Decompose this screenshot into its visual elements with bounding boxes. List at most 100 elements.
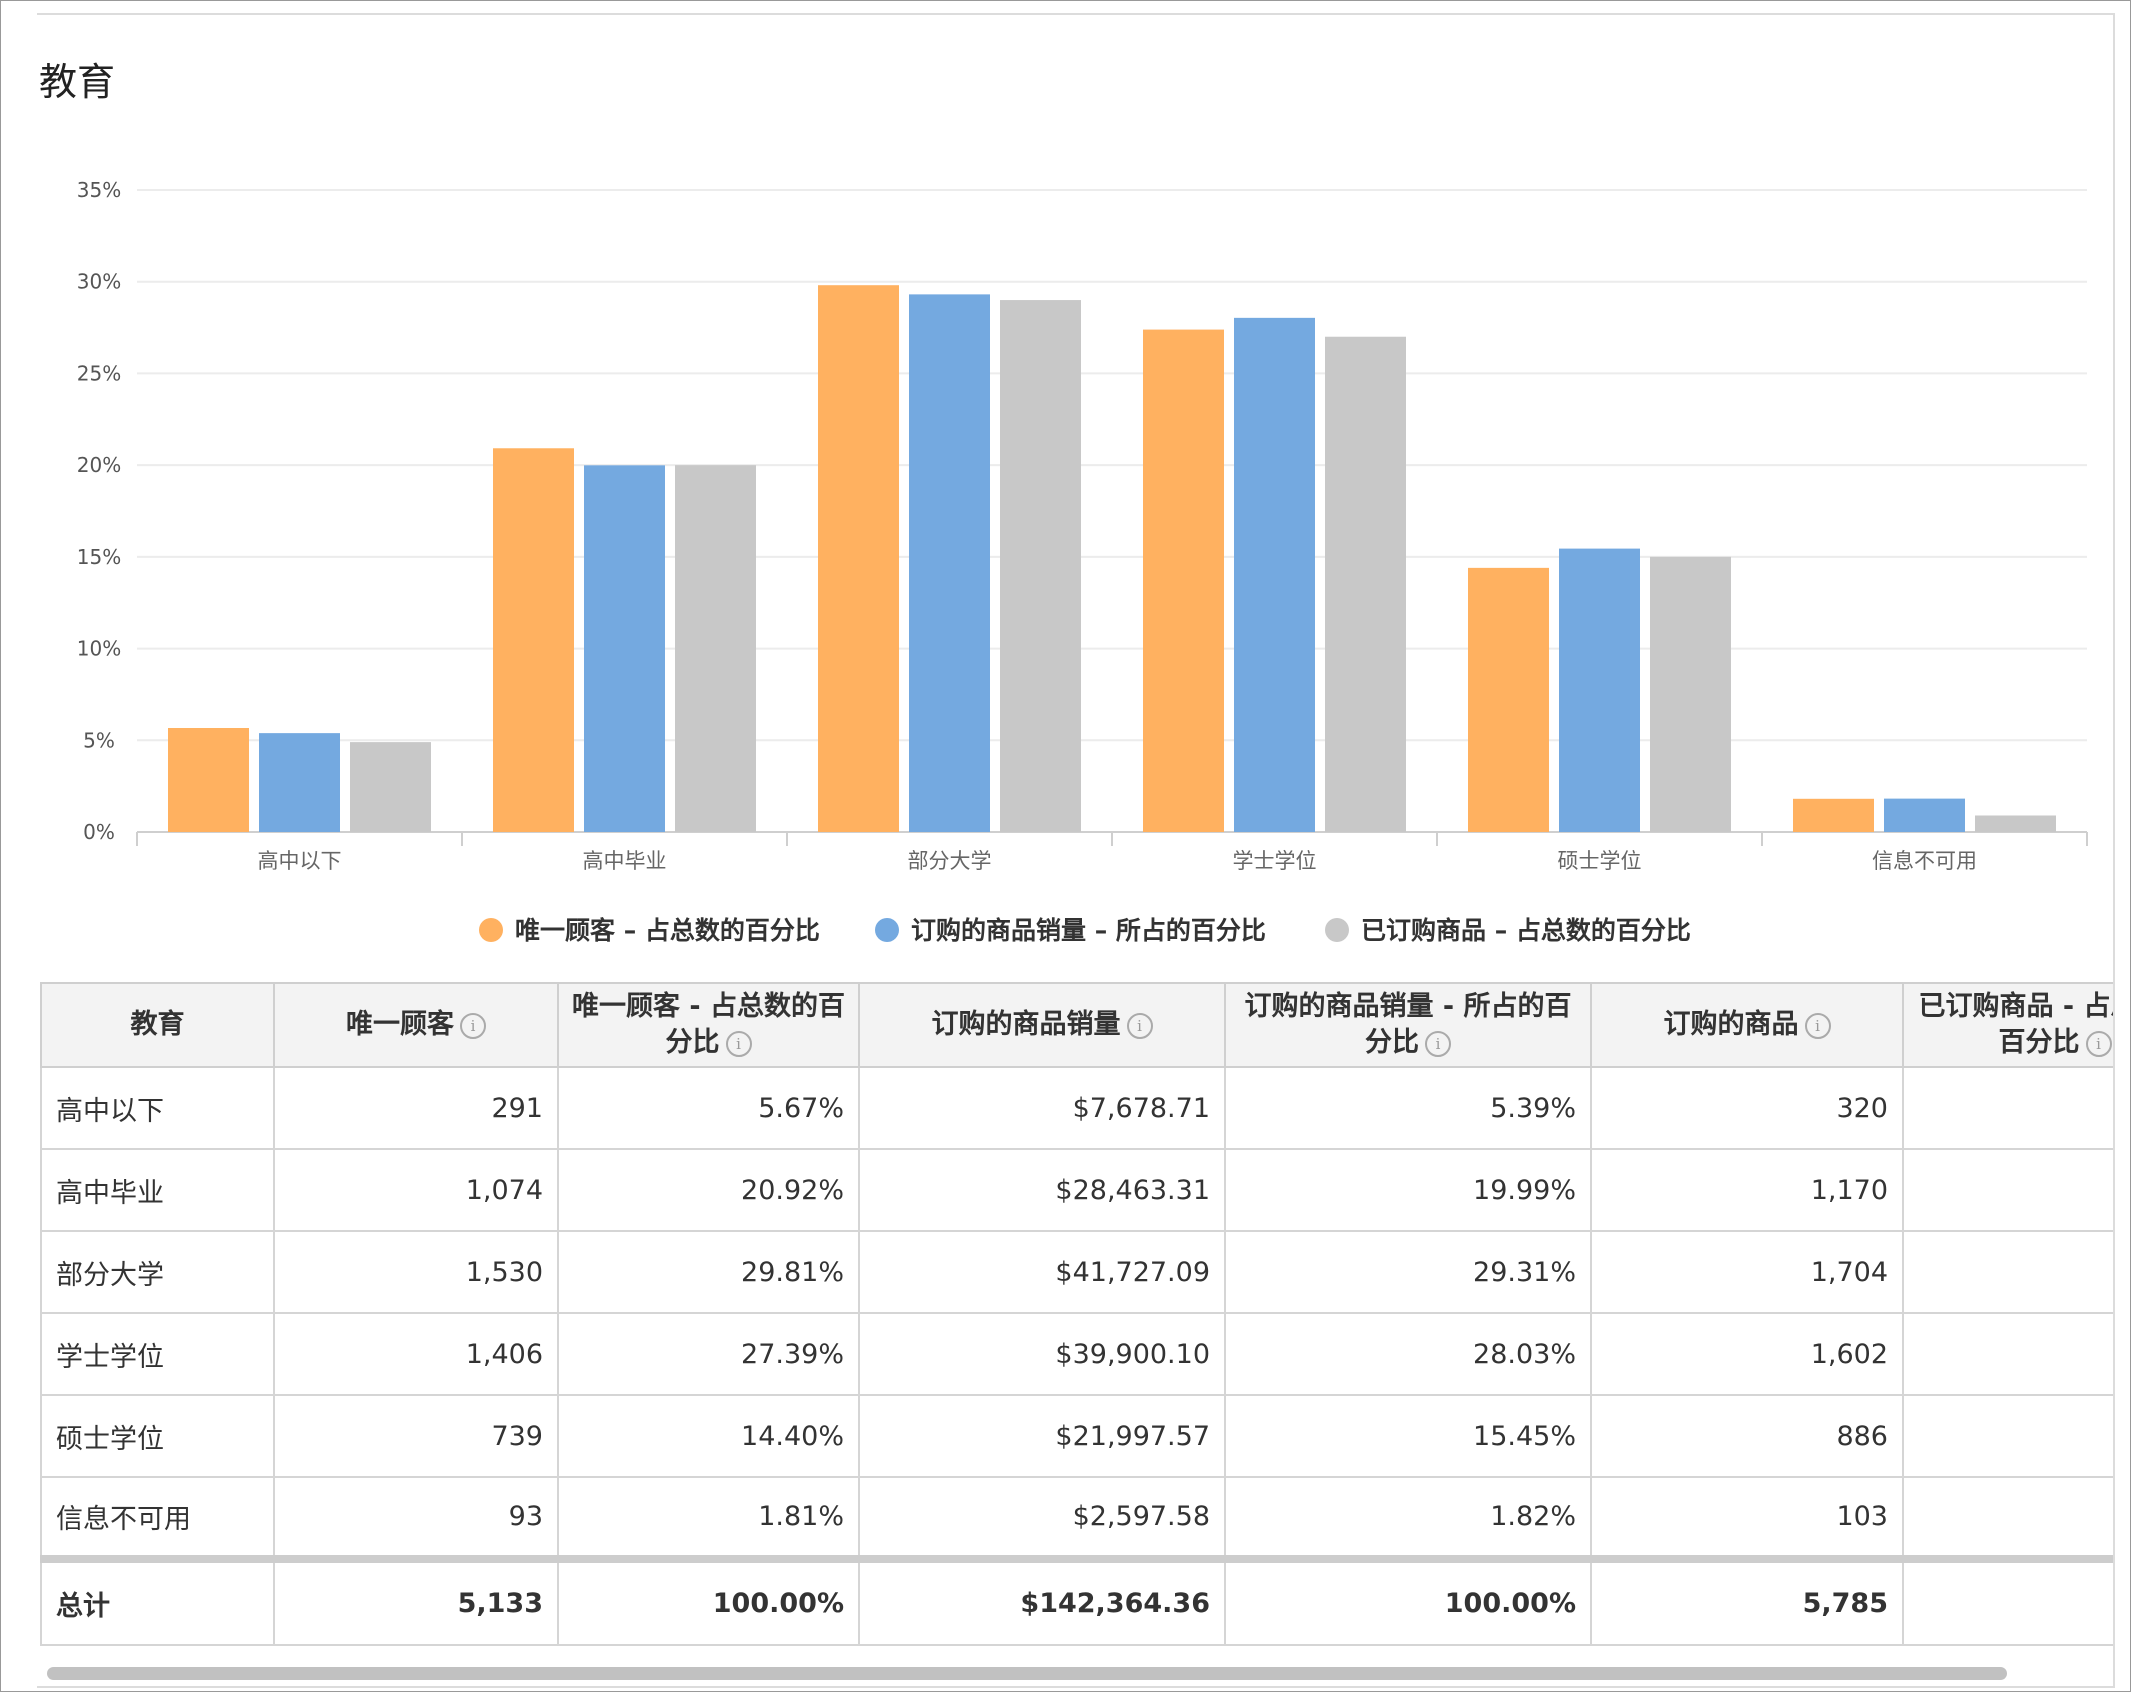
legend-item-2[interactable]: 订购的商品销量 – 所占的百分比 [875,916,1266,945]
x-category-label: 部分大学 [908,849,992,873]
bar-series1-6[interactable] [1793,798,1874,832]
bar-chart: 35% 30% 25% 20% 15% 10% 5% 0% 高中以下 高中毕业 部分大学 学士学位 硕… [77,178,2088,945]
bar-series3-4[interactable] [1325,336,1406,832]
table-cell: 2 [1902,1149,2113,1232]
bar-series1-4[interactable] [1143,329,1224,832]
info-icon[interactable]: i [1425,1030,1451,1057]
table-cell: $21,997.57 [858,1395,1226,1478]
column-header-4[interactable]: 订购的商品销量 i [858,982,1226,1068]
table-row: 高中以下 291 5.67% $7,678.71 5.39% 320 [40,1067,2113,1150]
table-cell: 29.81% [557,1231,860,1314]
column-header-1[interactable]: 教育 [40,982,275,1068]
table-cell: $39,900.10 [858,1313,1226,1396]
table-cell: 1,602 [1590,1313,1904,1396]
table-cell: 5,133 [273,1555,559,1646]
column-header-5[interactable]: 订购的商品销量 - 所占的百分比 i [1224,982,1592,1068]
info-icon[interactable]: i [2085,1030,2112,1057]
legend-item-3[interactable]: 已订购商品 – 占总数的百分比 [1325,916,1691,945]
scrollbar-thumb[interactable] [47,1667,2007,1680]
bar-series1-3[interactable] [818,285,899,832]
column-header-6[interactable]: 订购的商品 i [1590,982,1904,1068]
table-cell: 100.00% [1224,1555,1592,1646]
y-tick-label: 35% [77,178,121,202]
table-cell: 14.40% [557,1395,860,1478]
row-label-cell: 高中以下 [40,1067,275,1150]
table-cell: 1,406 [273,1313,559,1396]
table-cell: 1,530 [273,1231,559,1314]
bar-series3-5[interactable] [1650,556,1731,832]
info-icon[interactable]: i [1126,1012,1153,1039]
column-header-2[interactable]: 唯一顾客 i [273,982,559,1068]
table-cell: 2 [1902,1313,2113,1396]
table-cell: $7,678.71 [858,1067,1226,1150]
page-title: 教育 [39,60,116,104]
table-cell: 5.67% [557,1067,860,1150]
legend-label: 已订购商品 – 占总数的百分比 [1361,916,1691,945]
table-cell: 1 [1902,1395,2113,1478]
bar-series1-5[interactable] [1468,567,1549,832]
bar-series2-4[interactable] [1234,317,1315,832]
table-cell: 100.00% [557,1555,860,1646]
y-tick-label: 30% [77,270,121,294]
y-tick-label: 25% [77,361,121,385]
table-cell: 5,785 [1590,1555,1904,1646]
x-category-label: 高中以下 [258,849,342,873]
column-header-label: 订购的商品销量 [931,1009,1121,1040]
row-label-cell: 部分大学 [40,1231,275,1314]
legend-marker-icon [479,918,503,942]
table-cell [1902,1067,2113,1150]
bar-series3-3[interactable] [1000,300,1081,832]
info-icon[interactable]: i [1804,1012,1831,1039]
bar-series3-2[interactable] [675,465,756,832]
table-cell: 1,170 [1590,1149,1904,1232]
x-category-label: 学士学位 [1233,849,1317,873]
legend-item-1[interactable]: 唯一顾客 – 占总数的百分比 [479,916,820,945]
column-header-label: 已订购商品 - 占总数的百分比 [1918,991,2113,1058]
column-header-label: 订购的商品 [1663,1009,1799,1040]
y-tick-label: 20% [77,453,121,477]
bar-series2-2[interactable] [584,465,665,832]
table-cell: 1.81% [557,1477,860,1560]
bar-series1-2[interactable] [493,448,574,832]
y-tick-label: 15% [77,545,121,569]
bar-series2-6[interactable] [1884,798,1965,832]
y-axis-ticks: 35% 30% 25% 20% 15% 10% 5% 0% [77,178,121,844]
table-cell: 15.45% [1224,1395,1592,1478]
info-icon[interactable]: i [725,1030,752,1057]
table-cell: 93 [273,1477,559,1560]
x-category-label: 硕士学位 [1558,849,1642,873]
bar-series2-1[interactable] [259,733,340,832]
row-label-cell: 学士学位 [40,1313,275,1396]
y-tick-label: 5% [83,728,115,752]
table-cell: 886 [1590,1395,1904,1478]
column-header-label: 唯一顾客 - 占总数的百分比 [571,991,845,1058]
bar-series3-6[interactable] [1975,815,2056,832]
column-header-3[interactable]: 唯一顾客 - 占总数的百分比 i [557,982,860,1068]
table-cell: 1.82% [1224,1477,1592,1560]
table-row: 信息不可用 93 1.81% $2,597.58 1.82% 103 [40,1477,2113,1560]
data-table: 教育 唯一顾客 i 唯一顾客 - 占总数的百分比 i 订购的商品销量 i 订购的商品销量 - … [40,982,2113,1646]
table-cell: $28,463.31 [858,1149,1226,1232]
column-header-label: 订购的商品销量 - 所占的百分比 [1244,991,1572,1058]
table-cell: 320 [1590,1067,1904,1150]
bar-series2-3[interactable] [909,294,990,832]
info-icon[interactable]: i [460,1012,486,1039]
bar-series3-1[interactable] [350,742,431,832]
column-header-label: 教育 [130,1009,185,1040]
bar-series2-5[interactable] [1559,548,1640,832]
table-cell: 739 [273,1395,559,1478]
table-cell: 5.39% [1224,1067,1592,1150]
bars [168,285,2056,832]
table-cell: 19.99% [1224,1149,1592,1232]
horizontal-scrollbar[interactable] [47,1667,2087,1683]
table-cell: 28.03% [1224,1313,1592,1396]
row-label-cell: 信息不可用 [40,1477,275,1560]
bar-series1-1[interactable] [168,727,249,832]
column-header-label: 唯一顾客 [346,1009,454,1040]
grid-lines [137,189,2087,833]
x-category-label: 高中毕业 [583,849,667,873]
